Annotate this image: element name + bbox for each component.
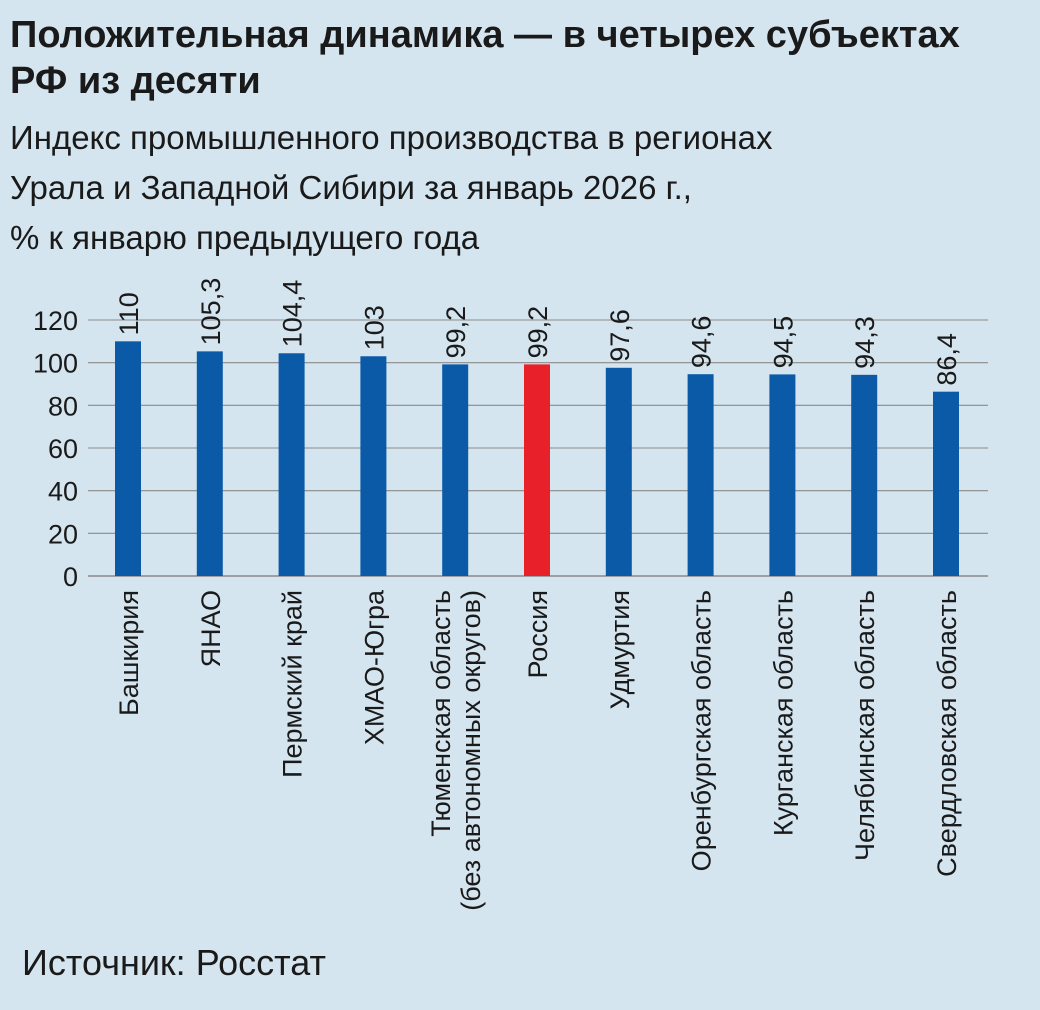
x-tick-label: Оренбургская область xyxy=(687,590,717,871)
data-label: 105,3 xyxy=(196,278,226,346)
x-tick-label: Россия xyxy=(523,590,553,679)
data-label: 97,6 xyxy=(605,309,635,362)
x-tick-label: Тюменская область xyxy=(426,590,456,837)
x-tick-label: Челябинская область xyxy=(850,590,880,861)
subtitle-line: % к январю предыдущего года xyxy=(10,219,480,256)
x-tick-label: (без автономных округов) xyxy=(456,590,486,911)
bar xyxy=(360,356,387,576)
data-label: 94,6 xyxy=(687,316,717,369)
data-label: 94,3 xyxy=(850,316,880,369)
bar xyxy=(687,374,714,576)
subtitle-line: Урала и Западной Сибири за январь 2026 г… xyxy=(10,169,692,206)
data-label: 104,4 xyxy=(278,280,308,348)
source-note: Источник: Росстат xyxy=(22,942,326,983)
y-tick-label: 60 xyxy=(48,434,78,464)
bar xyxy=(115,341,141,576)
x-tick-label: Пермский край xyxy=(278,590,308,778)
y-tick-label: 100 xyxy=(33,349,78,379)
y-tick-label: 20 xyxy=(48,519,78,549)
bar xyxy=(442,364,469,576)
x-tick-label: ЯНАО xyxy=(196,590,226,667)
data-label: 99,2 xyxy=(441,306,471,359)
x-tick-label: Курганская область xyxy=(768,590,798,836)
bar xyxy=(933,391,959,576)
y-tick-label: 120 xyxy=(33,306,78,336)
x-tick-label: Свердловская область xyxy=(932,590,962,877)
chart-subtitle: Индекс промышленного производства в реги… xyxy=(10,113,1020,263)
bar xyxy=(278,353,305,576)
bar xyxy=(769,374,796,576)
data-label: 99,2 xyxy=(523,306,553,359)
bar xyxy=(851,374,878,576)
data-label: 103 xyxy=(359,305,389,350)
y-tick-label: 0 xyxy=(63,562,78,592)
x-tick-label: Удмуртия xyxy=(605,590,635,709)
data-label: 110 xyxy=(114,292,144,335)
subtitle-line: Индекс промышленного производства в реги… xyxy=(10,119,773,156)
bar xyxy=(524,364,550,576)
chart-title: Положительная динамика — в четырех субъе… xyxy=(10,14,960,102)
y-tick-label: 40 xyxy=(48,477,78,507)
y-tick-label: 80 xyxy=(48,391,78,421)
bar xyxy=(605,367,632,576)
data-label: 94,5 xyxy=(768,316,798,369)
data-label: 86,4 xyxy=(932,333,962,386)
x-tick-label: Башкирия xyxy=(114,590,144,716)
bar xyxy=(196,351,223,576)
x-tick-label: ХМАО-Югра xyxy=(359,589,389,745)
